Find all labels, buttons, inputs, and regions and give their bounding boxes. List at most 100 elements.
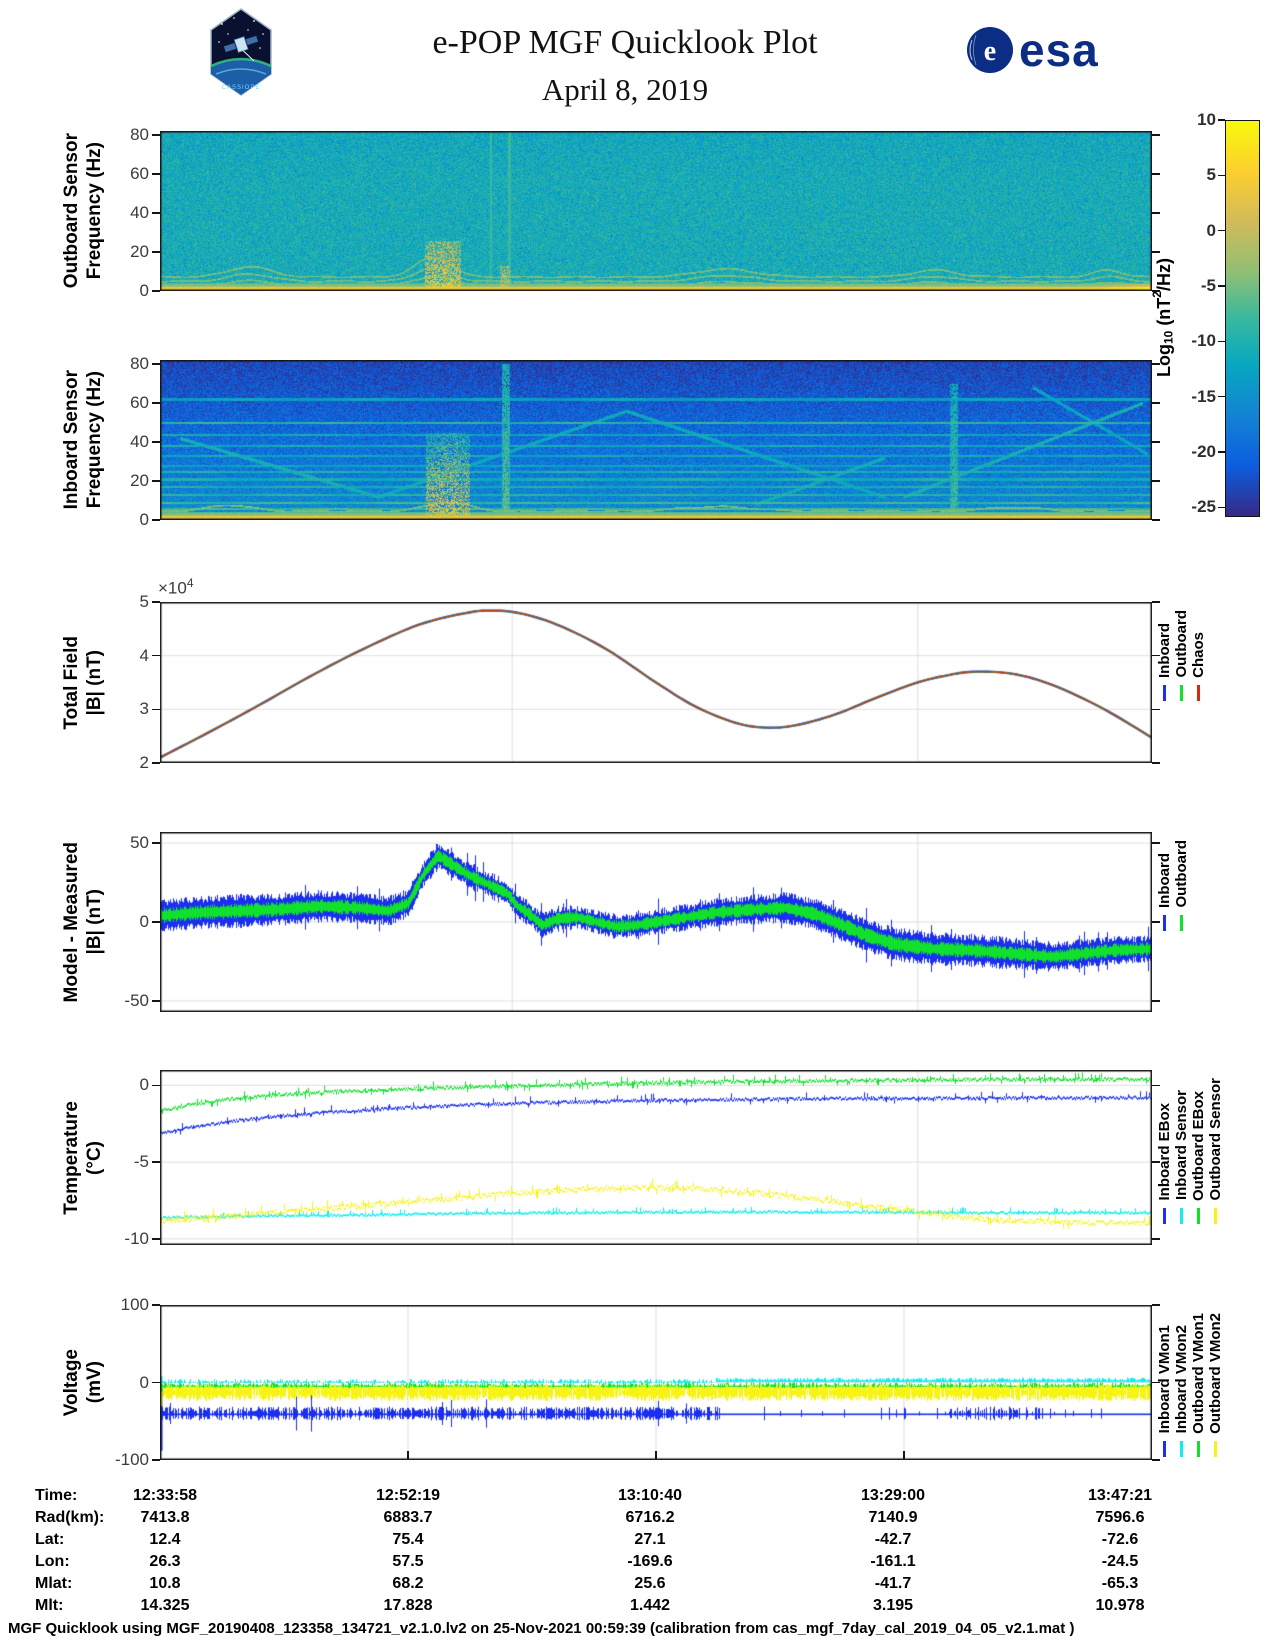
legend-label: Outboard Sensor	[1207, 1078, 1224, 1201]
temperature-legend-item: Inboard EBox	[1156, 1103, 1173, 1224]
inboard_spectrogram-ytick	[152, 480, 160, 482]
legend-swatch	[1214, 1207, 1217, 1224]
table-cell: 13:10:40	[617, 1487, 683, 1504]
colorbar-tick	[1218, 451, 1225, 453]
voltage-xtick	[655, 1450, 657, 1459]
esa-logo-icon: e esa	[966, 26, 1099, 74]
inboard_spectrogram-ytick-label: 0	[139, 510, 149, 529]
voltage-ytick-right	[1152, 1459, 1160, 1461]
outboard_spectrogram-ytick-label: 0	[139, 281, 149, 300]
outboard_spectrogram-ytick-label: 60	[130, 163, 149, 183]
esa-globe-icon: e	[967, 27, 1013, 73]
mission-patch-label: CASSIOPE	[222, 85, 261, 91]
table-cell: 10.8	[149, 1575, 181, 1592]
colorbar-tick-label: -25	[1191, 497, 1216, 517]
outboard-spectrogram-panel	[160, 131, 1152, 291]
model_minus_measured-ytick-right	[1152, 1000, 1160, 1002]
outboard_spectrogram-ytick-right	[1152, 290, 1160, 292]
table-cell: 6883.7	[383, 1509, 433, 1526]
temperature-canvas	[160, 1070, 1152, 1245]
temperature-ytick-label: -5	[133, 1152, 149, 1172]
colorbar-label: Log10 (nT2/Hz)	[1150, 257, 1176, 378]
table-cell: 7413.8	[140, 1509, 190, 1526]
colorbar-tick	[1218, 229, 1225, 232]
model-minus-measured-ylabel: Model - Measured |B| (nT)	[61, 841, 105, 1003]
legend-swatch	[1163, 1440, 1166, 1457]
table-row-label: Lat:	[35, 1531, 65, 1548]
total-field-ylabel: Total Field |B| (nT)	[61, 635, 105, 730]
voltage-xtick	[903, 1450, 905, 1459]
outboard_spectrogram-ytick	[152, 290, 160, 292]
table-cell: 14.325	[140, 1597, 190, 1614]
inboard_spectrogram-ytick-label: 40	[130, 431, 149, 451]
inboard-spectrogram-panel	[160, 360, 1152, 520]
legend-label: Outboard	[1173, 610, 1190, 678]
outboard_spectrogram-ytick	[152, 251, 160, 253]
model_minus_measured-ytick	[152, 1000, 160, 1002]
temperature-ylabel: Temperature (°C)	[61, 1100, 105, 1215]
voltage-ytick	[152, 1459, 160, 1461]
temperature-ytick-right	[1152, 1161, 1160, 1163]
table-cell: 12.4	[149, 1531, 181, 1548]
table-cell: 10.978	[1095, 1597, 1145, 1614]
voltage-panel	[160, 1305, 1152, 1460]
legend-swatch	[1214, 1440, 1217, 1457]
temperature-ytick-label: -10	[124, 1228, 149, 1248]
table-row-label: Mlat:	[35, 1575, 73, 1592]
outboard_spectrogram-ytick-label: 80	[130, 124, 149, 144]
table-row-label: Mlt:	[35, 1597, 64, 1614]
legend-label: Inboard VMon1	[1156, 1325, 1173, 1434]
model_minus_measured-legend-item: Inboard	[1156, 852, 1173, 931]
inboard_spectrogram-ytick-label: 60	[130, 392, 149, 412]
colorbar	[1225, 120, 1260, 517]
table-cell: -42.7	[874, 1531, 912, 1548]
colorbar-tick	[1218, 119, 1225, 121]
total_field-ytick	[152, 601, 160, 603]
model-minus-measured-canvas	[160, 832, 1152, 1012]
total_field-ytick	[152, 708, 160, 711]
table-cell: 17.828	[383, 1597, 433, 1614]
total_field-ytick-label: 5	[139, 592, 149, 611]
esa-circle-letter: e	[984, 36, 996, 67]
total_field-ytick	[152, 762, 160, 764]
voltage-ytick	[152, 1381, 160, 1384]
legend-label: Outboard EBox	[1190, 1090, 1207, 1201]
table-cell: 7596.6	[1095, 1509, 1145, 1526]
table-cell: 57.5	[392, 1553, 424, 1570]
temperature-panel	[160, 1070, 1152, 1245]
legend-label: Inboard	[1156, 622, 1173, 678]
voltage-legend-item: Inboard VMon2	[1173, 1325, 1190, 1457]
table-cell: 1.442	[629, 1597, 671, 1614]
table-cell: 13:47:21	[1087, 1487, 1153, 1504]
temperature-ytick-right	[1152, 1238, 1160, 1240]
total_field-ytick-label: 2	[139, 753, 149, 772]
voltage-legend-item: Outboard VMon1	[1190, 1313, 1207, 1457]
legend-label: Inboard EBox	[1156, 1103, 1173, 1201]
legend-swatch	[1163, 914, 1166, 931]
total_field-legend-item: Inboard	[1156, 622, 1173, 701]
colorbar-tick-label: -15	[1191, 386, 1216, 406]
model-minus-measured-panel	[160, 832, 1152, 1012]
temperature-ytick	[152, 1084, 160, 1087]
legend-swatch	[1197, 1207, 1200, 1224]
outboard_spectrogram-ytick-right	[1152, 212, 1160, 214]
outboard_spectrogram-ytick-right	[1152, 251, 1160, 253]
table-cell: 7140.9	[868, 1509, 918, 1526]
legend-swatch	[1180, 914, 1183, 931]
table-cell: 27.1	[634, 1531, 666, 1548]
legend-swatch	[1197, 684, 1200, 701]
temperature-legend-item: Inboard Sensor	[1173, 1090, 1190, 1224]
colorbar-tick	[1218, 506, 1225, 508]
legend-label: Outboard VMon1	[1190, 1313, 1207, 1434]
total_field-ytick-right	[1152, 601, 1160, 603]
voltage-ytick	[152, 1304, 160, 1306]
legend-label: Outboard VMon2	[1207, 1313, 1224, 1434]
legend-label: Inboard	[1156, 852, 1173, 908]
voltage-legend-item: Outboard VMon2	[1207, 1313, 1224, 1457]
model_minus_measured-ytick-label: 50	[130, 833, 149, 853]
legend-swatch	[1180, 684, 1183, 701]
colorbar-tick	[1218, 395, 1225, 398]
colorbar-tick	[1218, 285, 1225, 287]
table-cell: 25.6	[634, 1575, 666, 1592]
colorbar-tick-label: 0	[1206, 220, 1216, 240]
